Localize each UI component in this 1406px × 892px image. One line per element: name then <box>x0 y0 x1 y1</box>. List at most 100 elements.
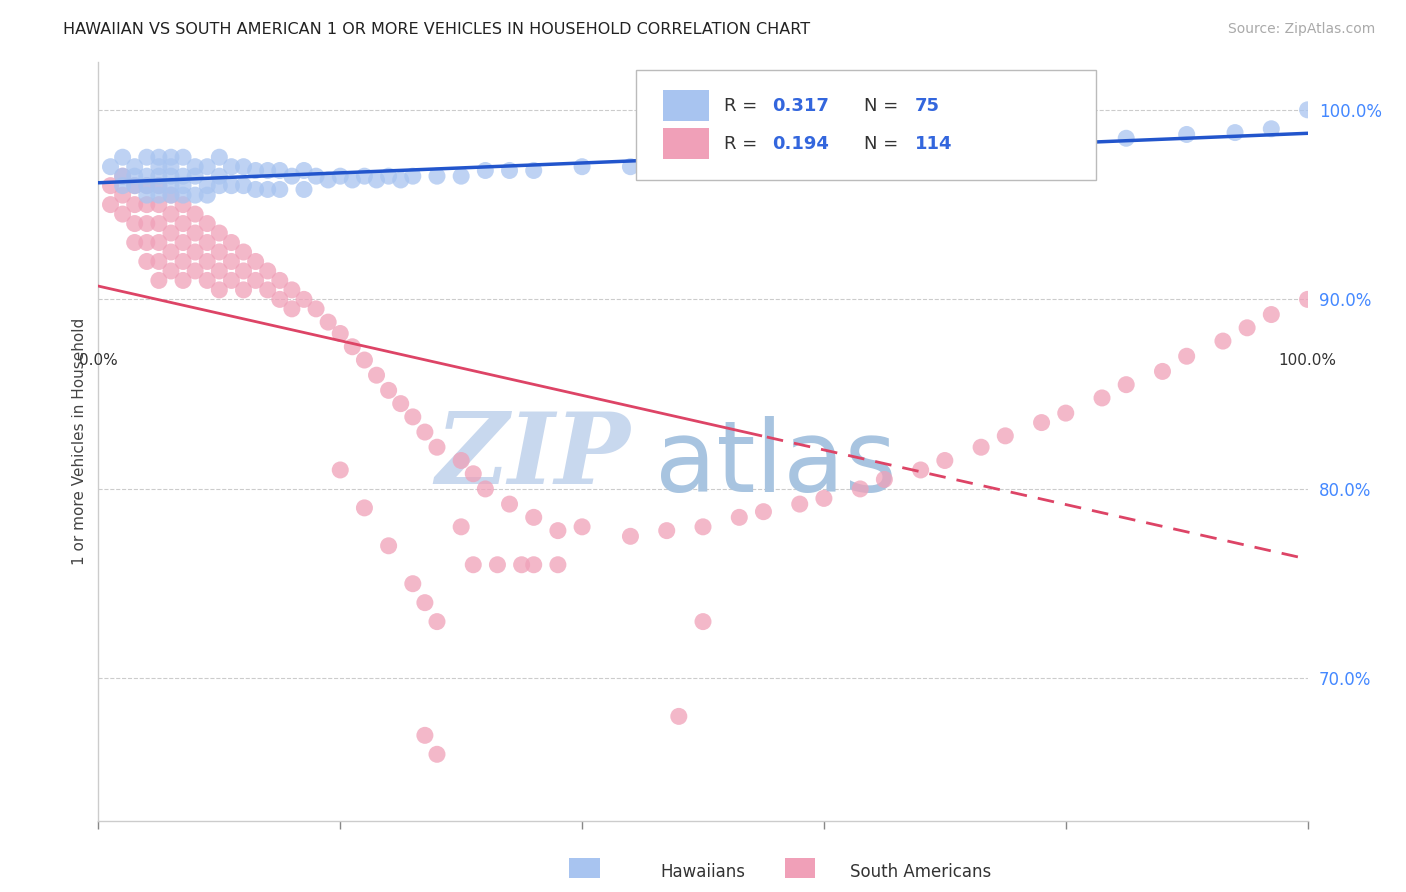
Point <box>148 160 170 174</box>
Point <box>498 497 520 511</box>
Point <box>135 217 157 231</box>
Point <box>402 169 425 183</box>
Point <box>148 217 170 231</box>
Text: ZIP: ZIP <box>436 409 630 505</box>
Point <box>619 529 641 543</box>
Point <box>245 163 267 178</box>
Point <box>135 178 157 193</box>
Text: Source: ZipAtlas.com: Source: ZipAtlas.com <box>1227 22 1375 37</box>
Point <box>389 173 412 187</box>
Point <box>256 163 278 178</box>
Point <box>148 254 170 268</box>
Point <box>752 505 775 519</box>
Point <box>245 273 267 287</box>
Point <box>450 520 472 534</box>
Point <box>256 182 278 196</box>
Point <box>619 160 641 174</box>
Point <box>160 169 183 183</box>
Point <box>402 409 425 424</box>
Point <box>208 244 231 259</box>
Point <box>873 472 896 486</box>
Point <box>342 340 364 354</box>
Point <box>208 264 231 278</box>
Point <box>172 188 194 202</box>
Point <box>232 244 254 259</box>
Point <box>426 169 449 183</box>
Point <box>245 254 267 268</box>
FancyBboxPatch shape <box>664 90 709 120</box>
Point <box>232 283 254 297</box>
Point <box>124 169 146 183</box>
Point <box>523 163 546 178</box>
Point <box>135 235 157 250</box>
Text: 0.194: 0.194 <box>772 135 828 153</box>
Point <box>571 160 593 174</box>
Point <box>402 576 425 591</box>
Point <box>668 709 690 723</box>
Point <box>1175 349 1198 363</box>
Point <box>208 150 231 164</box>
Point <box>994 429 1017 443</box>
Point <box>221 254 243 268</box>
Point <box>221 178 243 193</box>
Point <box>100 178 122 193</box>
Point <box>934 453 956 467</box>
Text: 114: 114 <box>915 135 952 153</box>
Point <box>426 615 449 629</box>
Point <box>377 539 399 553</box>
Point <box>523 558 546 572</box>
Point <box>474 482 496 496</box>
Point <box>1054 406 1077 420</box>
Point <box>547 558 569 572</box>
Point <box>1236 320 1258 334</box>
Point <box>353 500 375 515</box>
Point <box>160 150 183 164</box>
Point <box>245 182 267 196</box>
Point <box>316 173 339 187</box>
Text: South Americans: South Americans <box>851 863 991 881</box>
Point <box>135 254 157 268</box>
Point <box>232 178 254 193</box>
Point <box>692 615 714 629</box>
Point <box>148 178 170 193</box>
Point <box>172 150 194 164</box>
Point <box>389 396 412 410</box>
Point <box>135 178 157 193</box>
Point <box>728 510 751 524</box>
Point <box>221 273 243 287</box>
Point <box>292 182 315 196</box>
Point <box>148 169 170 183</box>
Point <box>474 163 496 178</box>
Point <box>523 510 546 524</box>
Point <box>232 160 254 174</box>
Point <box>1115 131 1137 145</box>
Point <box>1152 364 1174 378</box>
Point <box>366 173 388 187</box>
Point <box>413 425 436 439</box>
Point <box>1091 391 1114 405</box>
Point <box>329 463 352 477</box>
Point <box>269 293 291 307</box>
Point <box>160 188 183 202</box>
Point <box>292 163 315 178</box>
Point <box>160 178 183 193</box>
Point <box>148 150 170 164</box>
Point <box>1296 103 1319 117</box>
Point <box>172 273 194 287</box>
Point <box>413 728 436 742</box>
Point <box>124 217 146 231</box>
Point <box>160 160 183 174</box>
Text: atlas: atlas <box>655 416 896 513</box>
Point <box>1296 293 1319 307</box>
Text: N =: N = <box>863 96 904 115</box>
Point <box>148 197 170 211</box>
Point <box>111 150 134 164</box>
Point <box>184 207 207 221</box>
Point <box>124 178 146 193</box>
Point <box>1260 308 1282 322</box>
Point <box>135 197 157 211</box>
Point <box>160 264 183 278</box>
Point <box>208 169 231 183</box>
Point <box>813 491 835 506</box>
Point <box>172 178 194 193</box>
